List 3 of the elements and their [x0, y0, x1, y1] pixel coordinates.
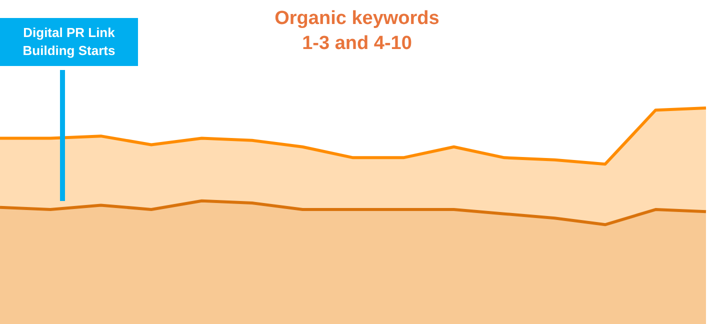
- chart-title: Organic keywords: [274, 8, 440, 29]
- text: Digital PR Link Building Starts: [0, 18, 138, 66]
- chart-subtitle: 1-3 and 4-10: [302, 33, 412, 54]
